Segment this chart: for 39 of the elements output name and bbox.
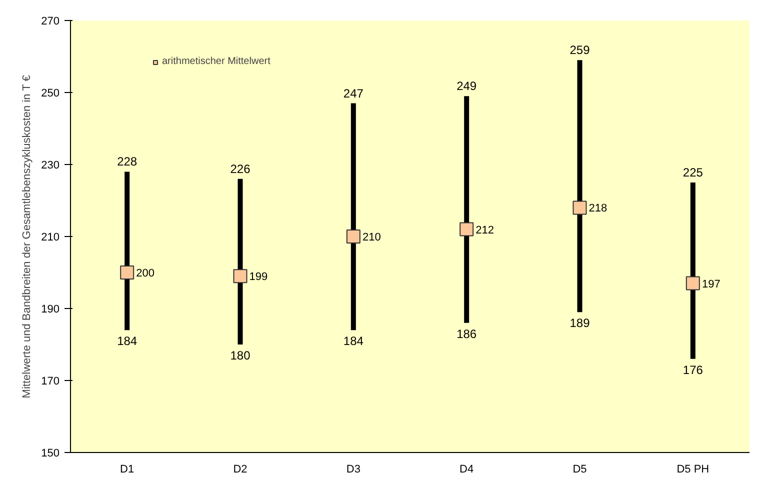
point — [572, 200, 587, 215]
legend-label: arithmetischer Mittelwert — [162, 56, 270, 67]
annotation: 247 — [343, 86, 364, 100]
y-tick-label: 190 — [41, 304, 60, 316]
y-tick-label: 170 — [41, 376, 60, 388]
x-tick-label: D4 — [460, 464, 474, 476]
point — [460, 222, 474, 236]
data-label: 200 — [136, 268, 154, 280]
point — [346, 230, 360, 244]
y-axis-title: Mittelwerte und Bandbreiten der Gesamtlebenszykluskosten in T € — [21, 75, 34, 398]
point — [120, 266, 134, 280]
annotation: 226 — [230, 162, 251, 176]
y-tick-label: 150 — [41, 448, 60, 460]
annotation: 184 — [117, 334, 138, 348]
y-tick-label: 230 — [41, 160, 60, 172]
x-tick-label: D3 — [346, 464, 360, 476]
annotation: 249 — [456, 79, 477, 94]
x-tick-label: D5 PH — [676, 464, 710, 476]
x-tick-label: D1 — [120, 464, 134, 476]
annotation: 189 — [570, 316, 590, 330]
x-tick-label: D5 — [572, 464, 587, 476]
data-label: 210 — [362, 232, 381, 244]
data-label: 218 — [588, 202, 608, 215]
annotation: 176 — [682, 362, 704, 377]
data-label: 197 — [702, 278, 720, 290]
point — [233, 269, 248, 284]
annotation: 259 — [570, 43, 590, 58]
y-tick-label: 250 — [41, 88, 60, 100]
point — [686, 276, 700, 290]
annotation: 228 — [117, 154, 138, 169]
data-label: 212 — [476, 224, 494, 236]
y-tick-label: 210 — [41, 232, 60, 244]
annotation: 180 — [230, 348, 251, 362]
data-label: 199 — [249, 271, 268, 284]
x-tick-label: D2 — [233, 464, 248, 476]
annotation: 186 — [456, 326, 477, 341]
annotation: 184 — [343, 334, 364, 348]
y-tick-label: 270 — [41, 16, 60, 28]
annotation: 225 — [682, 166, 704, 180]
